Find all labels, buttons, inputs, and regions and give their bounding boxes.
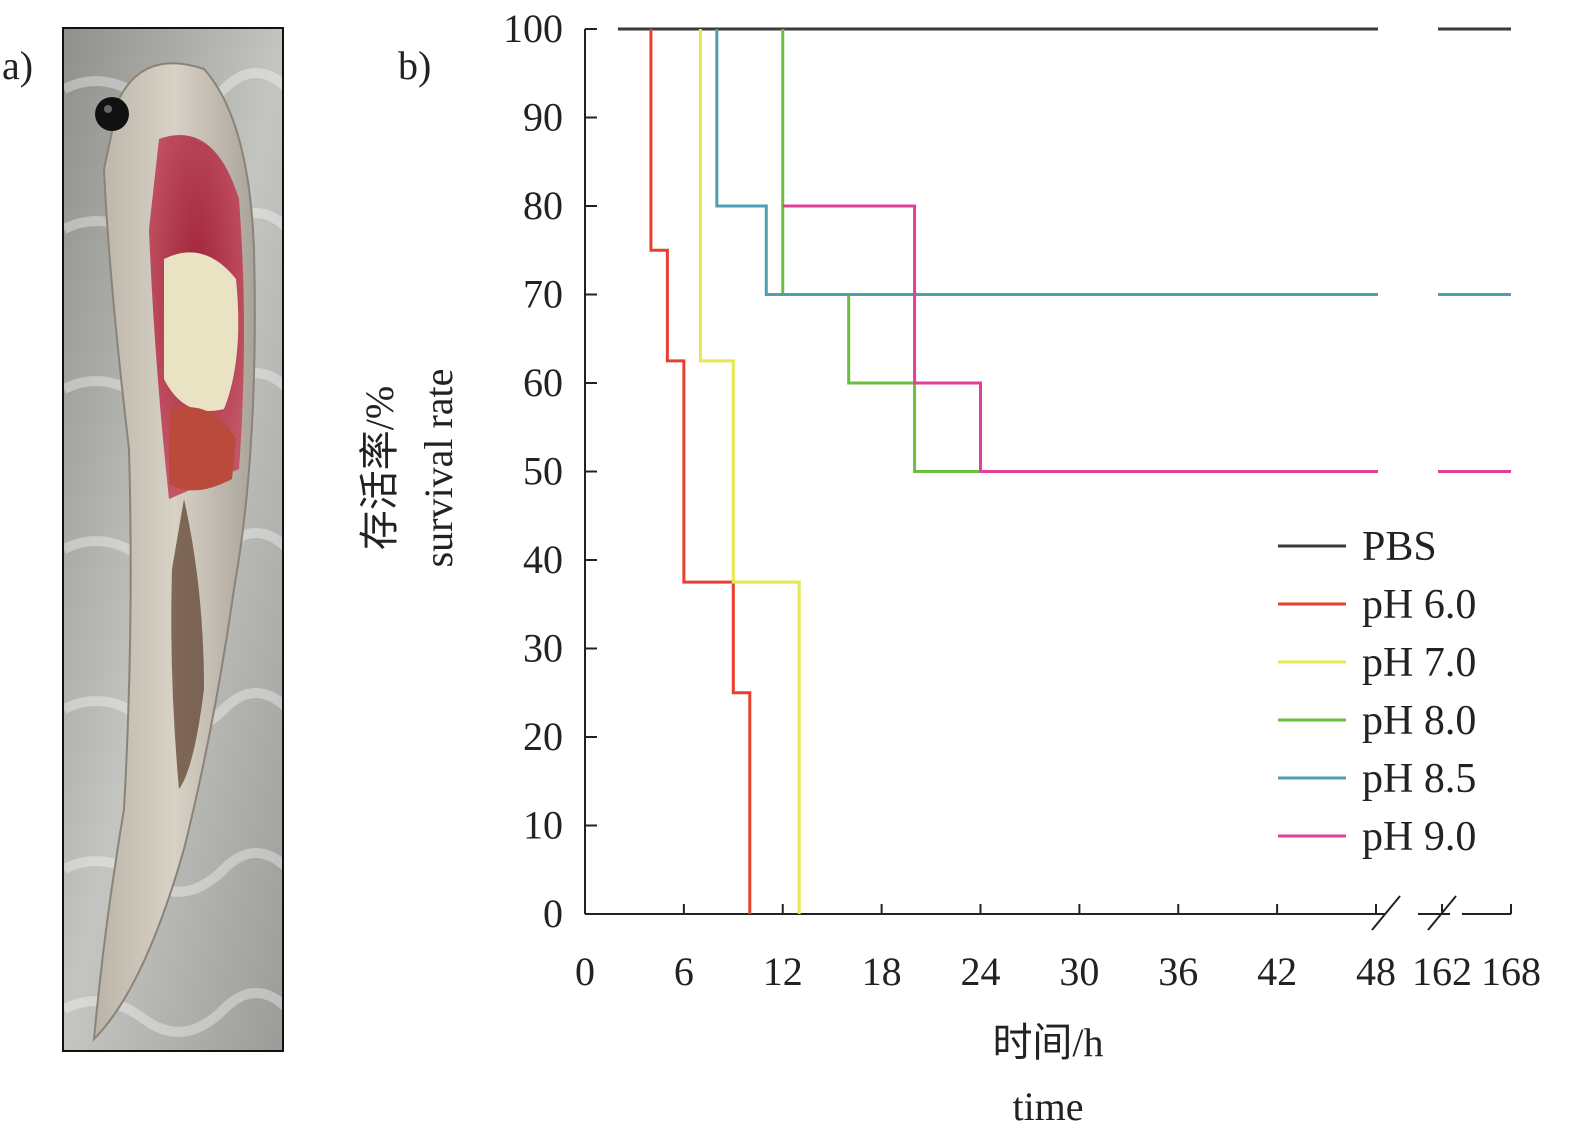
- x-axis-label-en: time: [1012, 1084, 1083, 1129]
- panel-b-label: b): [398, 43, 432, 88]
- series-line: [715, 29, 1378, 296]
- chart-legend: PBS pH 6.0 pH 7.0 pH 8.0 pH 8.5 pH 9.0: [1278, 524, 1476, 860]
- y-tick-label: 10: [523, 803, 563, 848]
- x-tick-label: 0: [575, 949, 595, 994]
- fish-specimen-image: [64, 29, 282, 1050]
- y-tick-label: 90: [523, 95, 563, 140]
- x-tick-label: 30: [1059, 949, 1099, 994]
- x-tick-label: 42: [1257, 949, 1297, 994]
- series-ph-9-0: [782, 204, 1511, 473]
- panel-a-label: a): [2, 43, 34, 88]
- x-axis-label-cn: 时间/h: [992, 1020, 1103, 1065]
- legend-label: pH 6.0: [1362, 582, 1476, 628]
- fish-photo: [62, 27, 284, 1052]
- series-line: [782, 204, 1378, 473]
- chart-axes: 0 10 20 30 40 50 60 70 80 90 100 0 6 12 18 24 30 36 42 48 16…: [503, 6, 1541, 994]
- x-tick-label: 168: [1481, 949, 1541, 994]
- y-axis-label-en: survival rate: [416, 369, 461, 568]
- legend-label: pH 7.0: [1362, 640, 1476, 686]
- legend-label: PBS: [1362, 524, 1437, 570]
- series-line: [781, 29, 1378, 473]
- axis-break-mark: [1371, 895, 1401, 931]
- y-tick-label: 60: [523, 360, 563, 405]
- x-tick-label: 12: [763, 949, 803, 994]
- x-tick-label: 24: [961, 949, 1001, 994]
- y-tick-label: 30: [523, 626, 563, 671]
- legend-label: pH 8.5: [1362, 756, 1476, 802]
- y-tick-label: 40: [523, 537, 563, 582]
- series-ph-8-5: [715, 29, 1511, 296]
- legend-label: pH 9.0: [1362, 814, 1476, 860]
- legend-label: pH 8.0: [1362, 698, 1476, 744]
- series-ph-6-0: [649, 29, 752, 914]
- x-tick-label: 18: [862, 949, 902, 994]
- x-tick-label: 6: [674, 949, 694, 994]
- x-tick-label: 48: [1356, 949, 1396, 994]
- y-tick-label: 100: [503, 6, 563, 51]
- y-tick-label: 80: [523, 183, 563, 228]
- series-line: [698, 29, 801, 914]
- y-tick-label: 0: [543, 891, 563, 936]
- y-tick-label: 70: [523, 272, 563, 317]
- series-line: [649, 29, 752, 914]
- series-ph-8-0: [781, 29, 1511, 473]
- x-tick-label: 162: [1412, 949, 1472, 994]
- x-tick-label: 36: [1158, 949, 1198, 994]
- chart-series: [617, 27, 1511, 914]
- y-tick-label: 50: [523, 449, 563, 494]
- series-ph-7-0: [698, 29, 801, 914]
- y-axis-label-cn: 存活率/%: [357, 386, 402, 550]
- y-tick-label: 20: [523, 714, 563, 759]
